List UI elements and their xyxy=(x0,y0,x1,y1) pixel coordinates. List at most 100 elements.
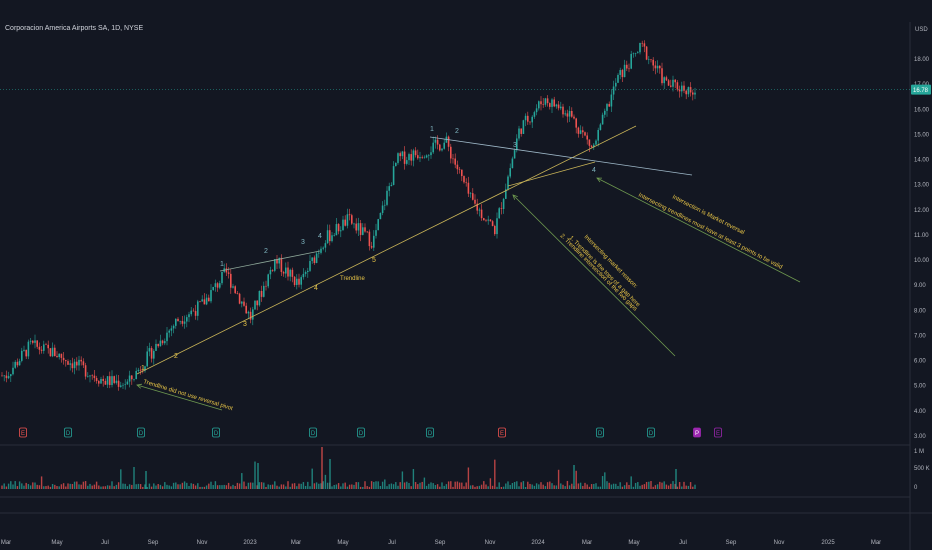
candle-body xyxy=(410,154,412,161)
arrow-reversal-pivot xyxy=(136,384,223,411)
price-tick-label: 3.00 xyxy=(914,434,926,440)
candle-body xyxy=(535,108,538,113)
candle-body xyxy=(51,347,54,357)
candle-body xyxy=(106,376,109,385)
volume-bar xyxy=(694,484,696,489)
candle-body xyxy=(408,154,410,161)
volume-bar xyxy=(216,485,219,489)
candle-body xyxy=(357,223,360,231)
candle-body xyxy=(221,271,223,284)
event-marker: D xyxy=(137,427,145,438)
volume-bar xyxy=(403,482,406,489)
volume-bar xyxy=(302,482,305,489)
event-marker-label: E xyxy=(500,431,504,437)
candle-body xyxy=(23,349,25,351)
candle-body xyxy=(32,340,34,343)
volume-bar xyxy=(353,484,355,489)
volume-spike xyxy=(329,459,331,489)
candle-body xyxy=(120,385,122,387)
candle-body xyxy=(498,208,500,219)
candle-body xyxy=(340,230,342,232)
candle-body xyxy=(227,272,230,274)
candle-body xyxy=(608,104,610,107)
price-tick-label: 12.00 xyxy=(914,208,930,214)
volume-bar xyxy=(513,481,516,489)
volume-bar xyxy=(194,485,197,489)
time-tick-label: Nov xyxy=(197,540,208,546)
volume-bar xyxy=(665,484,668,489)
candle-body xyxy=(364,227,366,232)
volume-bar xyxy=(678,482,681,489)
volume-bar xyxy=(307,481,309,489)
volume-bar xyxy=(102,486,104,489)
volume-bar xyxy=(500,486,503,489)
volume-bar xyxy=(5,486,8,489)
price-axis[interactable]: USD18.0017.0016.0015.0014.0013.0012.0011… xyxy=(0,27,931,491)
candle-body xyxy=(38,346,41,350)
volume-bar xyxy=(254,461,256,489)
candle-body xyxy=(291,269,294,277)
candle-body xyxy=(29,340,32,342)
candle-body xyxy=(56,356,58,358)
volume-bar xyxy=(384,479,386,489)
candle-body xyxy=(91,375,93,377)
price-tick-label: 8.00 xyxy=(914,308,926,314)
volume-bar xyxy=(142,486,144,489)
volume-bar xyxy=(472,485,474,489)
volume-bar xyxy=(225,485,228,489)
volume-bar xyxy=(399,482,401,489)
candle-body xyxy=(648,59,650,60)
candle-body xyxy=(612,86,615,95)
candle-body xyxy=(604,110,606,115)
pivot-lower-1: 1 xyxy=(141,365,145,372)
volume-bar xyxy=(298,483,300,489)
candle-body xyxy=(421,157,423,158)
candle-body xyxy=(586,135,588,140)
volume-bar xyxy=(375,481,377,489)
candle-body xyxy=(549,103,551,107)
volume-bar xyxy=(683,481,685,489)
volume-bar xyxy=(241,473,243,489)
volume-bar xyxy=(58,486,60,489)
candle-body xyxy=(491,221,494,226)
time-tick-label: Sep xyxy=(148,540,159,546)
candle-body xyxy=(14,361,16,368)
pivot-lower-3: 3 xyxy=(243,321,247,328)
candle-body xyxy=(377,219,379,231)
candle-body xyxy=(320,248,322,253)
event-marker: P xyxy=(693,427,701,438)
event-marker: D xyxy=(596,427,604,438)
volume-bar xyxy=(590,484,593,489)
volume-bar xyxy=(76,481,78,489)
candle-body xyxy=(131,375,133,380)
candle-body xyxy=(577,127,580,134)
volume-bar xyxy=(351,484,353,489)
time-tick-label: 2025 xyxy=(821,540,835,546)
candle-body xyxy=(45,344,47,346)
volume-bar xyxy=(632,486,635,489)
volume-bar xyxy=(368,486,371,489)
volume-bar xyxy=(49,486,52,489)
candle-body xyxy=(335,224,338,236)
candle-body xyxy=(628,68,630,70)
volume-bar xyxy=(27,484,30,489)
volume-bar xyxy=(656,484,659,489)
volume-bar xyxy=(419,482,421,489)
candle-body xyxy=(593,144,595,148)
candle-body xyxy=(243,301,245,306)
candle-body xyxy=(630,53,632,69)
candle-body xyxy=(359,223,362,235)
volume-bar xyxy=(161,486,164,489)
volume-bar xyxy=(95,481,98,489)
candle-body xyxy=(480,209,483,219)
candle-body xyxy=(98,381,100,384)
event-marker: D xyxy=(426,427,434,438)
volume-bar xyxy=(192,483,195,489)
volume-bar xyxy=(56,486,58,489)
candle-body xyxy=(414,150,417,156)
time-axis[interactable]: Mar May Jul Sep Nov 2023 Mar May Jul Sep Nov 2024 Ma… xyxy=(1,540,881,546)
volume-bar xyxy=(285,486,287,489)
volume-bar xyxy=(476,486,478,489)
